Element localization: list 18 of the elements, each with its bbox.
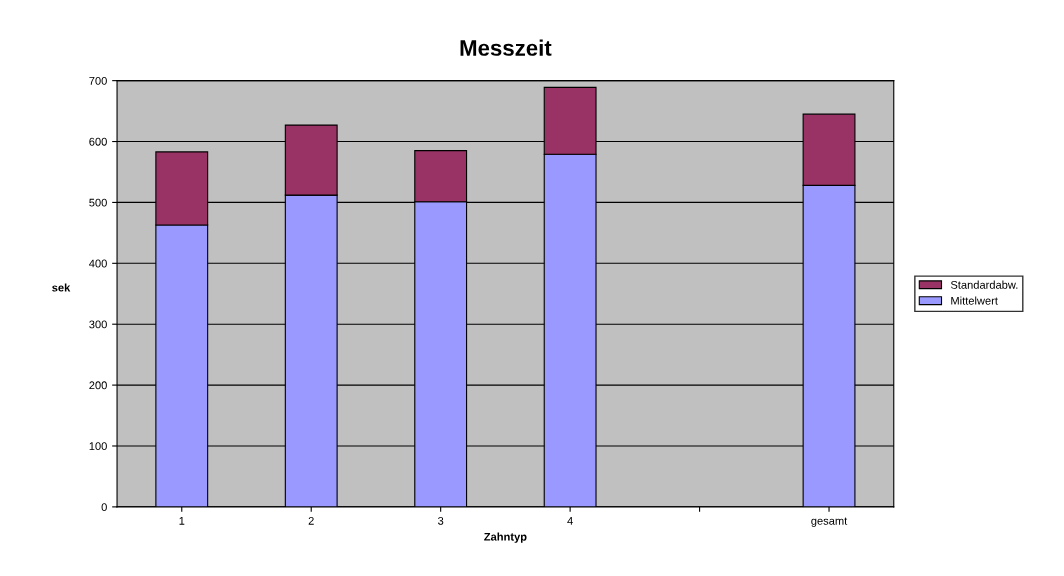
y-axis-title: sek [52, 283, 71, 292]
legend-label: Mittelwert [951, 296, 998, 305]
y-tick-label: 100 [89, 442, 107, 451]
y-tick-label: 700 [89, 76, 107, 85]
chart-title: Messzeit [460, 39, 552, 56]
y-tick-label: 200 [89, 381, 107, 390]
x-tick-label: 1 [179, 517, 185, 525]
x-tick-label: 4 [567, 517, 573, 525]
y-tick-label: 0 [101, 503, 107, 512]
y-tick-label: 600 [89, 137, 107, 146]
x-tick-label: 2 [308, 516, 314, 525]
y-tick-label: 300 [89, 320, 107, 329]
y-tick-label: 400 [89, 259, 107, 268]
legend-label: Standardabw. [950, 280, 1018, 289]
y-tick-label: 500 [89, 198, 107, 207]
x-tick-label: 3 [438, 516, 444, 525]
x-axis-title: Zahntyp [484, 532, 527, 543]
x-tick-label: gesamt [811, 517, 848, 527]
